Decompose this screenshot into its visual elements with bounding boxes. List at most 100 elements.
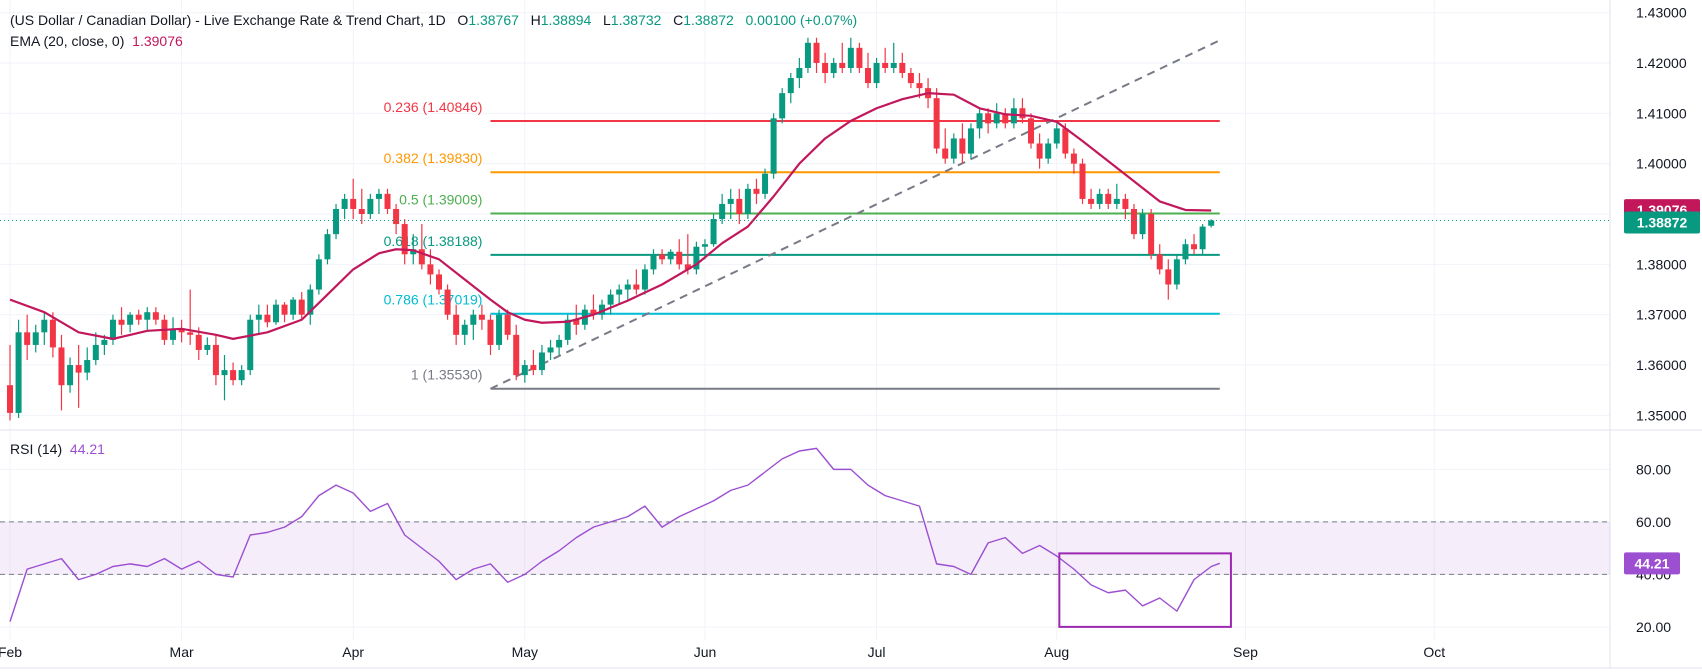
ohlc-low: L1.38732 bbox=[603, 12, 662, 28]
time-tick-label: Oct bbox=[1423, 644, 1445, 660]
candle bbox=[264, 304, 271, 328]
candle bbox=[1139, 208, 1146, 240]
candle-body bbox=[358, 208, 365, 214]
candle bbox=[727, 188, 734, 220]
candle-body bbox=[882, 62, 889, 68]
candle-body bbox=[1165, 269, 1172, 285]
candle-body bbox=[350, 198, 357, 209]
candle bbox=[1173, 254, 1180, 290]
candle bbox=[967, 123, 974, 159]
candle bbox=[650, 249, 657, 275]
candle-body bbox=[710, 219, 717, 245]
candle bbox=[118, 307, 125, 335]
candle-body bbox=[221, 370, 228, 376]
candle bbox=[736, 188, 743, 225]
candle-body bbox=[899, 62, 906, 74]
time-tick-label: Apr bbox=[342, 644, 364, 660]
candle-body bbox=[478, 314, 485, 320]
candle bbox=[393, 203, 400, 235]
candle bbox=[470, 309, 477, 340]
candle-body bbox=[701, 244, 708, 247]
candle bbox=[521, 360, 528, 383]
candle-body bbox=[1199, 226, 1206, 250]
candle-body bbox=[993, 113, 1000, 124]
candle-body bbox=[950, 138, 957, 159]
candle-body bbox=[762, 173, 769, 194]
candle bbox=[504, 309, 511, 340]
rsi-band bbox=[0, 521, 1610, 575]
fib-label: 0.618 (1.38188) bbox=[384, 233, 483, 249]
candle bbox=[916, 73, 923, 99]
candle-body bbox=[787, 78, 794, 94]
candle-body bbox=[779, 93, 786, 119]
candle-body bbox=[1122, 198, 1129, 209]
candle-body bbox=[1062, 128, 1069, 154]
candle-body bbox=[1036, 143, 1043, 159]
fib-levels: 0.236 (1.40846) 0.382 (1.39830) 0.5 (1.390… bbox=[384, 99, 1220, 390]
fib-label: 1 (1.35530) bbox=[411, 367, 483, 383]
candle bbox=[281, 302, 288, 323]
candle bbox=[1079, 158, 1086, 204]
time-axis: Feb Mar Apr May Jun Jul Aug Sep Oct bbox=[0, 644, 1445, 660]
candle-body bbox=[667, 251, 674, 260]
candle bbox=[959, 123, 966, 164]
candle bbox=[41, 312, 48, 345]
candle bbox=[272, 299, 279, 325]
candle bbox=[556, 334, 563, 355]
candle bbox=[298, 292, 305, 320]
candle-body bbox=[890, 62, 897, 68]
price-tick-label: 1.35000 bbox=[1636, 407, 1687, 423]
candle-body bbox=[436, 274, 442, 290]
candle bbox=[453, 304, 460, 345]
candle bbox=[333, 203, 340, 240]
candle bbox=[847, 37, 854, 74]
candle-body bbox=[547, 347, 554, 353]
candle bbox=[1191, 234, 1198, 255]
candle-body bbox=[907, 73, 914, 84]
candle-body bbox=[127, 314, 134, 325]
candle bbox=[933, 88, 940, 154]
candle bbox=[350, 178, 357, 220]
candle bbox=[84, 347, 91, 381]
candle-body bbox=[813, 42, 820, 63]
candle-body bbox=[1113, 198, 1120, 204]
candle-body bbox=[521, 365, 528, 376]
candle-body bbox=[684, 264, 691, 270]
rsi-value: 44.21 bbox=[69, 441, 105, 457]
candle bbox=[478, 304, 485, 330]
candle-body bbox=[607, 294, 614, 305]
candle bbox=[367, 193, 374, 220]
candle-body bbox=[410, 249, 417, 255]
candle-body bbox=[744, 188, 751, 214]
candle-body bbox=[727, 198, 734, 204]
candle-body bbox=[49, 319, 56, 348]
candle bbox=[187, 289, 194, 345]
candle-body bbox=[341, 198, 348, 209]
candle bbox=[710, 214, 717, 247]
candle bbox=[633, 269, 640, 295]
candle bbox=[92, 332, 99, 366]
candle bbox=[779, 88, 786, 124]
ema-line bbox=[9, 92, 1212, 340]
candle-body bbox=[15, 332, 22, 413]
candle-body bbox=[985, 113, 992, 124]
candle bbox=[152, 307, 159, 325]
price-tick-label: 1.43000 bbox=[1636, 5, 1687, 21]
candle-body bbox=[247, 319, 254, 371]
candle bbox=[1165, 259, 1172, 300]
candle-body bbox=[624, 284, 631, 290]
candle-body bbox=[324, 234, 331, 260]
candle-body bbox=[401, 224, 408, 255]
candle-body bbox=[804, 42, 811, 68]
candle-body bbox=[152, 312, 159, 320]
time-tick-label: Aug bbox=[1044, 644, 1069, 660]
candle bbox=[384, 188, 391, 214]
candle-body bbox=[7, 385, 13, 413]
chart-title: (US Dollar / Canadian Dollar) - Live Exc… bbox=[10, 12, 446, 28]
candle bbox=[744, 183, 751, 220]
candle-body bbox=[967, 128, 974, 154]
candle-body bbox=[590, 309, 597, 315]
candle-body bbox=[384, 193, 391, 209]
